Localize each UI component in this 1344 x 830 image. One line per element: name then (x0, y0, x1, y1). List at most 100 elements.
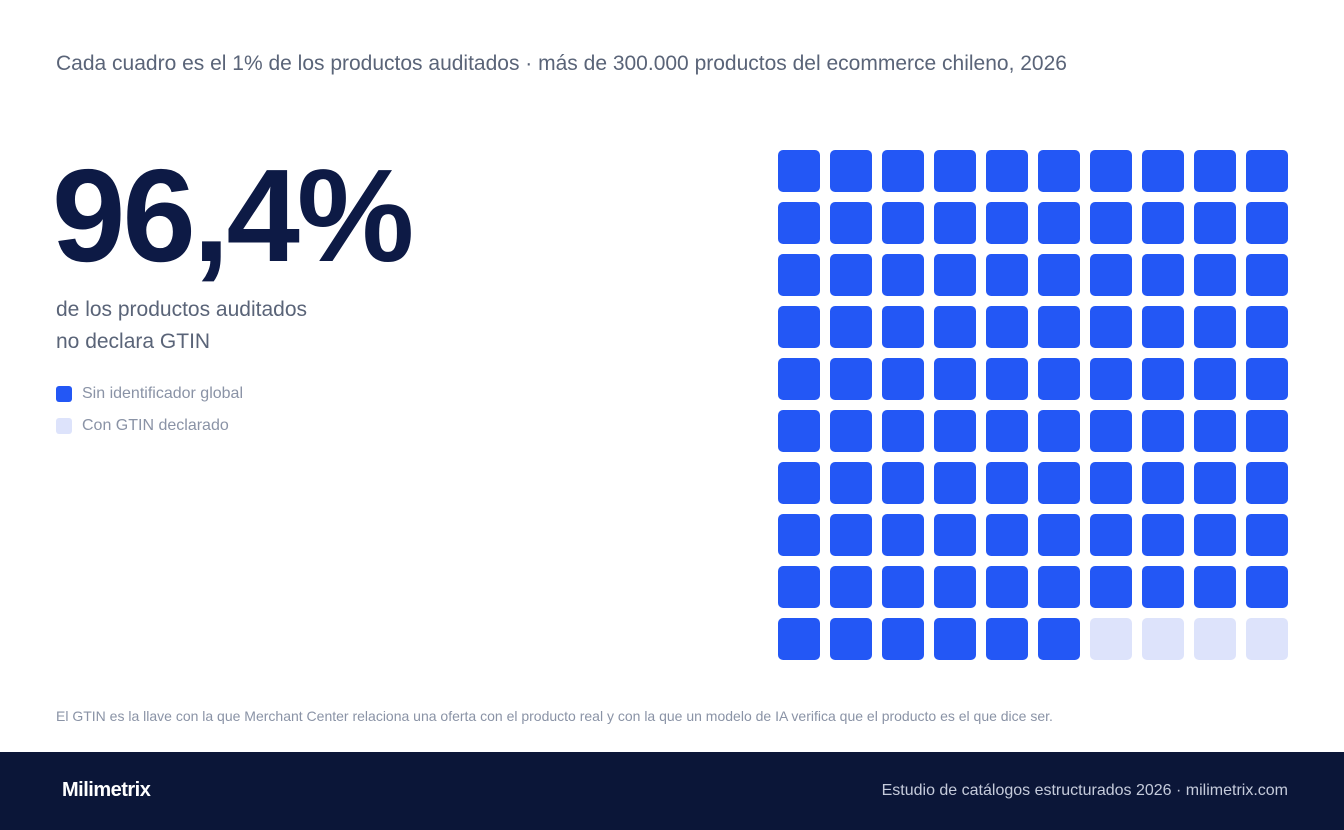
waffle-cell-without-gtin (778, 410, 820, 452)
waffle-cell-without-gtin (1038, 462, 1080, 504)
waffle-cell-without-gtin (934, 358, 976, 400)
waffle-cell-without-gtin (1142, 358, 1184, 400)
headline-description: de los productos auditados no declara GT… (56, 294, 416, 358)
waffle-cell-without-gtin (1038, 306, 1080, 348)
waffle-cell-without-gtin (882, 566, 924, 608)
waffle-cell-without-gtin (830, 150, 872, 192)
footer-credit: Estudio de catálogos estructurados 2026 … (881, 782, 1288, 799)
waffle-cell-without-gtin (986, 254, 1028, 296)
waffle-cell-without-gtin (986, 410, 1028, 452)
waffle-cell-without-gtin (1246, 202, 1288, 244)
legend-item-without-gtin: Sin identificador global (56, 384, 243, 404)
waffle-cell-without-gtin (986, 202, 1028, 244)
waffle-cell-without-gtin (1090, 462, 1132, 504)
headline-percentage: 96,4% (52, 142, 414, 289)
waffle-cell-without-gtin (1142, 150, 1184, 192)
waffle-cell-without-gtin (830, 306, 872, 348)
waffle-cell-without-gtin (1194, 202, 1236, 244)
waffle-cell-without-gtin (934, 306, 976, 348)
waffle-cell-without-gtin (882, 150, 924, 192)
waffle-chart (778, 150, 1288, 660)
waffle-cell-without-gtin (934, 462, 976, 504)
waffle-cell-without-gtin (830, 566, 872, 608)
waffle-cell-without-gtin (882, 462, 924, 504)
legend-item-with-gtin: Con GTIN declarado (56, 416, 243, 436)
waffle-cell-without-gtin (830, 618, 872, 660)
waffle-cell-with-gtin (1194, 618, 1236, 660)
waffle-cell-with-gtin (1090, 618, 1132, 660)
waffle-cell-without-gtin (1090, 254, 1132, 296)
waffle-cell-without-gtin (986, 566, 1028, 608)
waffle-cell-without-gtin (778, 514, 820, 556)
waffle-cell-without-gtin (1038, 618, 1080, 660)
waffle-cell-without-gtin (778, 202, 820, 244)
waffle-cell-without-gtin (1246, 462, 1288, 504)
waffle-cell-without-gtin (1194, 358, 1236, 400)
headline-description-line-1: de los productos auditados (56, 298, 308, 321)
waffle-cell-without-gtin (1090, 202, 1132, 244)
waffle-cell-with-gtin (1246, 618, 1288, 660)
waffle-cell-without-gtin (986, 358, 1028, 400)
waffle-cell-without-gtin (1194, 462, 1236, 504)
waffle-cell-without-gtin (778, 566, 820, 608)
waffle-cell-without-gtin (986, 514, 1028, 556)
waffle-cell-without-gtin (986, 306, 1028, 348)
waffle-cell-without-gtin (1142, 514, 1184, 556)
waffle-cell-without-gtin (1142, 566, 1184, 608)
waffle-cell-without-gtin (1194, 514, 1236, 556)
waffle-cell-without-gtin (1246, 358, 1288, 400)
waffle-cell-without-gtin (882, 358, 924, 400)
waffle-cell-without-gtin (830, 254, 872, 296)
waffle-cell-without-gtin (1038, 202, 1080, 244)
waffle-cell-without-gtin (934, 254, 976, 296)
waffle-cell-without-gtin (830, 202, 872, 244)
waffle-cell-without-gtin (882, 618, 924, 660)
waffle-cell-without-gtin (882, 202, 924, 244)
waffle-cell-without-gtin (934, 410, 976, 452)
waffle-cell-without-gtin (1194, 410, 1236, 452)
waffle-cell-without-gtin (778, 150, 820, 192)
waffle-cell-without-gtin (1038, 150, 1080, 192)
chart-subtitle: Cada cuadro es el 1% de los productos au… (56, 52, 1067, 75)
waffle-cell-without-gtin (1142, 254, 1184, 296)
legend-label-without-gtin: Sin identificador global (82, 385, 243, 402)
waffle-cell-without-gtin (1142, 410, 1184, 452)
waffle-cell-without-gtin (1090, 306, 1132, 348)
waffle-cell-without-gtin (934, 150, 976, 192)
waffle-cell-without-gtin (1194, 566, 1236, 608)
legend: Sin identificador global Con GTIN declar… (56, 384, 243, 448)
waffle-cell-without-gtin (830, 462, 872, 504)
waffle-cell-without-gtin (882, 254, 924, 296)
waffle-cell-without-gtin (1090, 358, 1132, 400)
waffle-cell-without-gtin (986, 462, 1028, 504)
waffle-cell-without-gtin (1246, 306, 1288, 348)
waffle-cell-without-gtin (1090, 566, 1132, 608)
waffle-cell-without-gtin (1246, 566, 1288, 608)
waffle-cell-without-gtin (1038, 410, 1080, 452)
waffle-cell-without-gtin (778, 254, 820, 296)
waffle-cell-without-gtin (934, 202, 976, 244)
legend-label-with-gtin: Con GTIN declarado (82, 417, 229, 434)
waffle-cell-without-gtin (882, 410, 924, 452)
footer-bar: Milimetrix Estudio de catálogos estructu… (0, 752, 1344, 830)
waffle-cell-without-gtin (778, 462, 820, 504)
legend-swatch-with-gtin (56, 418, 72, 434)
waffle-cell-without-gtin (882, 306, 924, 348)
waffle-cell-without-gtin (1090, 150, 1132, 192)
headline-description-line-2: no declara GTIN (56, 330, 211, 353)
waffle-cell-without-gtin (1038, 514, 1080, 556)
waffle-cell-without-gtin (1142, 306, 1184, 348)
waffle-cell-without-gtin (1194, 150, 1236, 192)
waffle-cell-without-gtin (934, 514, 976, 556)
waffle-cell-without-gtin (986, 150, 1028, 192)
waffle-cell-without-gtin (1246, 150, 1288, 192)
waffle-cell-without-gtin (830, 358, 872, 400)
waffle-cell-without-gtin (1090, 514, 1132, 556)
waffle-cell-without-gtin (830, 410, 872, 452)
waffle-cell-without-gtin (778, 618, 820, 660)
waffle-cell-without-gtin (1194, 254, 1236, 296)
waffle-cell-without-gtin (1090, 410, 1132, 452)
waffle-cell-without-gtin (986, 618, 1028, 660)
waffle-cell-with-gtin (1142, 618, 1184, 660)
waffle-cell-without-gtin (934, 618, 976, 660)
